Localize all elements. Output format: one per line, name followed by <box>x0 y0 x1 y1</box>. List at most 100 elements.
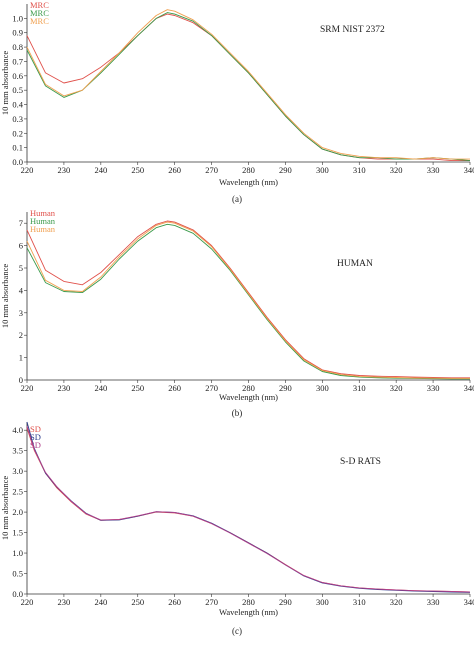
y-tick-label: 0.5 <box>12 569 23 579</box>
y-tick-label: 4.0 <box>12 425 23 435</box>
x-tick-label: 290 <box>279 597 292 607</box>
y-tick-label: 7 <box>19 218 23 228</box>
x-tick-label: 320 <box>390 597 403 607</box>
x-tick-label: 240 <box>94 165 107 175</box>
sample-label: HUMAN <box>337 259 373 269</box>
series-line-3 <box>26 221 470 379</box>
y-axis-label: 10 mm absorbance <box>0 476 10 540</box>
x-tick-label: 270 <box>205 597 218 607</box>
panel-caption: (b) <box>232 408 243 418</box>
x-tick-label: 310 <box>353 597 366 607</box>
x-tick-label: 330 <box>427 383 440 393</box>
sample-label: S-D RATS <box>340 457 381 467</box>
x-tick-label: 300 <box>316 165 329 175</box>
x-tick-label: 220 <box>21 165 34 175</box>
x-tick-label: 330 <box>427 597 440 607</box>
x-tick-label: 240 <box>94 597 107 607</box>
x-tick-label: 320 <box>390 383 403 393</box>
x-tick-label: 230 <box>58 383 71 393</box>
y-tick-label: 3.5 <box>12 446 23 456</box>
x-tick-label: 290 <box>279 383 292 393</box>
x-tick-label: 250 <box>131 165 144 175</box>
chart-panel-2: 220 230 240 250 260 270 280 290 300 310 320 330 340 0… <box>0 208 474 418</box>
chart-panel-1: 220 230 240 250 260 270 280 290 300 310 320 330 340 0… <box>0 0 474 204</box>
x-tick-label: 310 <box>353 165 366 175</box>
x-axis-label: Wavelength (nm) <box>219 392 278 402</box>
y-tick-label: 0.2 <box>12 128 23 138</box>
legend-entry: SD <box>30 432 41 442</box>
panel-caption: (c) <box>232 626 242 636</box>
series-line-1 <box>26 220 470 379</box>
x-tick-label: 260 <box>168 165 181 175</box>
legend-entry: MRC <box>30 0 49 10</box>
x-tick-label: 340 <box>464 597 474 607</box>
series-line-1 <box>26 13 470 162</box>
y-tick-label: 0.3 <box>12 114 23 124</box>
y-tick-label: 2 <box>19 330 23 340</box>
y-axis-label: 10 mm absorbance <box>0 51 10 115</box>
series-line-2 <box>26 223 470 380</box>
y-tick-label: 0.5 <box>12 85 23 95</box>
chart-panel-3: 220 230 240 250 260 270 280 290 300 310 320 330 340 0… <box>0 421 474 636</box>
y-axis-label: 10 mm absorbance <box>0 264 10 328</box>
series-line-2 <box>26 421 471 593</box>
series-line-3 <box>26 425 471 593</box>
y-tick-label: 1.0 <box>12 13 23 23</box>
panel-caption: (a) <box>232 194 242 204</box>
y-tick-label: 0.7 <box>12 56 23 66</box>
x-tick-label: 320 <box>390 165 403 175</box>
x-tick-label: 300 <box>316 597 329 607</box>
legend-entry: MRC <box>30 8 49 18</box>
y-tick-label: 2.0 <box>12 507 23 517</box>
x-tick-label: 330 <box>427 165 440 175</box>
x-tick-label: 220 <box>21 597 34 607</box>
y-tick-label: 0.8 <box>12 42 23 52</box>
x-tick-label: 230 <box>58 165 71 175</box>
x-tick-label: 260 <box>168 383 181 393</box>
y-tick-label: 0.9 <box>12 28 23 38</box>
y-tick-label: 0.4 <box>12 100 23 110</box>
y-tick-label: 0.0 <box>12 157 23 167</box>
y-tick-label: 0 <box>19 375 23 385</box>
x-tick-label: 310 <box>353 383 366 393</box>
y-tick-label: 0.6 <box>12 71 23 81</box>
x-tick-label: 250 <box>131 597 144 607</box>
y-tick-label: 1.5 <box>12 528 23 538</box>
y-tick-label: 0.1 <box>12 143 23 153</box>
y-tick-label: 1.0 <box>12 548 23 558</box>
legend-entry: Human <box>30 216 56 226</box>
sample-label: SRM NIST 2372 <box>320 25 385 35</box>
y-tick-label: 4 <box>19 285 24 295</box>
y-tick-label: 2.5 <box>12 487 23 497</box>
y-tick-label: 1 <box>19 353 23 363</box>
legend-entry: MRC <box>30 16 49 26</box>
x-tick-label: 230 <box>58 597 71 607</box>
x-tick-label: 250 <box>131 383 144 393</box>
x-tick-label: 270 <box>205 165 218 175</box>
x-axis-label: Wavelength (nm) <box>219 177 278 187</box>
x-tick-label: 260 <box>168 597 181 607</box>
x-tick-label: 240 <box>94 383 107 393</box>
legend-entry: Human <box>30 224 56 234</box>
x-tick-label: 340 <box>464 383 474 393</box>
series-line-1 <box>26 427 471 593</box>
legend-entry: SD <box>30 424 41 434</box>
y-tick-label: 3.0 <box>12 466 23 476</box>
x-tick-label: 290 <box>279 165 292 175</box>
y-tick-label: 0.0 <box>12 589 23 599</box>
y-tick-label: 5 <box>19 263 23 273</box>
legend-entry: Human <box>30 208 56 218</box>
series-line-3 <box>26 9 470 160</box>
x-tick-label: 220 <box>21 383 34 393</box>
y-tick-label: 3 <box>19 308 23 318</box>
x-tick-label: 280 <box>242 165 255 175</box>
x-tick-label: 280 <box>242 597 255 607</box>
x-tick-label: 280 <box>242 383 255 393</box>
legend-entry: SD <box>30 440 41 450</box>
series-line-2 <box>26 12 471 162</box>
y-tick-label: 6 <box>19 241 23 251</box>
x-axis-label: Wavelength (nm) <box>219 607 278 617</box>
x-tick-label: 270 <box>205 383 218 393</box>
x-tick-label: 300 <box>316 383 329 393</box>
